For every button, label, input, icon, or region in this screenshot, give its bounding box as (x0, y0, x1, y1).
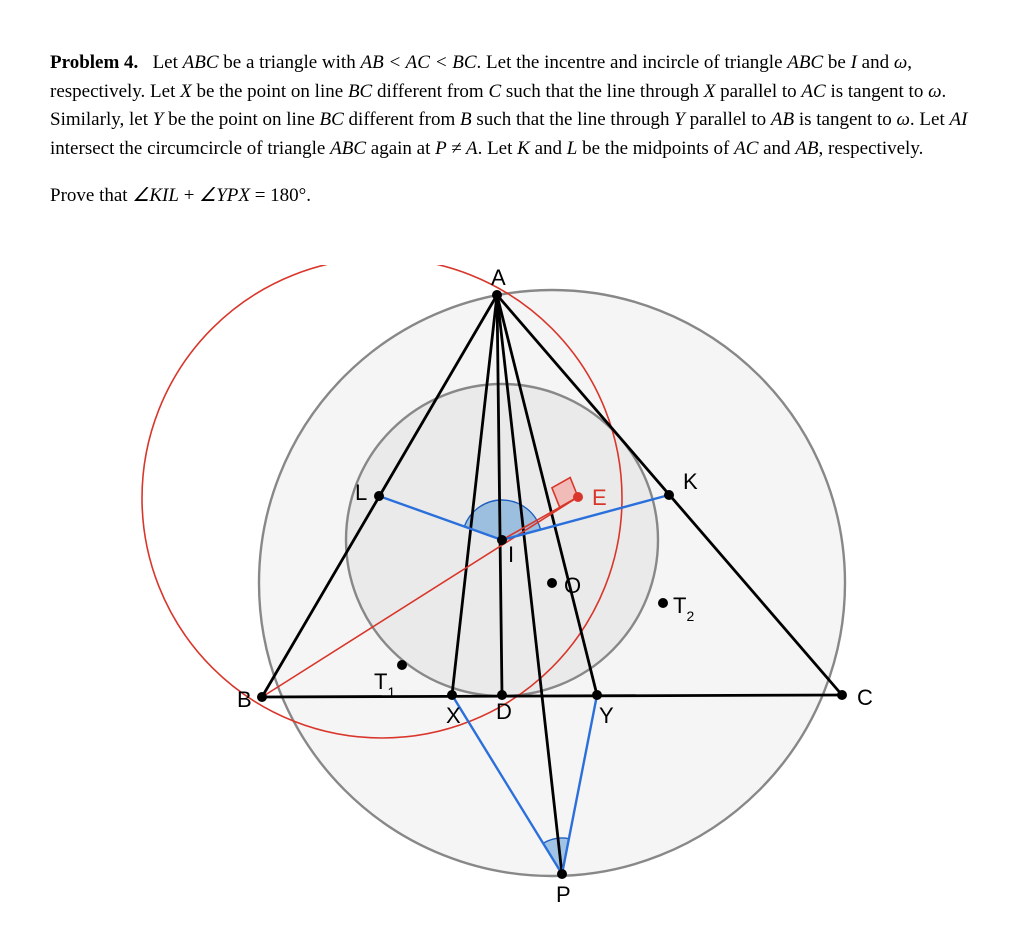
problem-number: Problem 4. (50, 52, 138, 73)
svg-text:X: X (446, 703, 461, 728)
svg-text:B: B (237, 687, 252, 712)
problem-text: Problem 4. Let ABC be a triangle with AB… (0, 0, 1024, 240)
svg-text:L: L (355, 480, 367, 505)
svg-text:E: E (592, 485, 607, 510)
problem-body: Problem 4. Let ABC be a triangle with AB… (50, 49, 974, 163)
svg-text:C: C (857, 685, 873, 710)
prove-line: Prove that ∠KIL + ∠YPX = 180°. (50, 182, 974, 211)
svg-text:I: I (508, 542, 514, 567)
svg-text:A: A (491, 265, 506, 290)
svg-text:Y: Y (599, 703, 614, 728)
figure-container: ABCIOKLXYDPT1T2E (0, 265, 1024, 925)
geometry-figure: ABCIOKLXYDPT1T2E (102, 265, 922, 925)
svg-text:D: D (496, 699, 512, 724)
svg-text:K: K (683, 469, 698, 494)
svg-text:O: O (564, 573, 581, 598)
svg-text:P: P (556, 882, 571, 907)
